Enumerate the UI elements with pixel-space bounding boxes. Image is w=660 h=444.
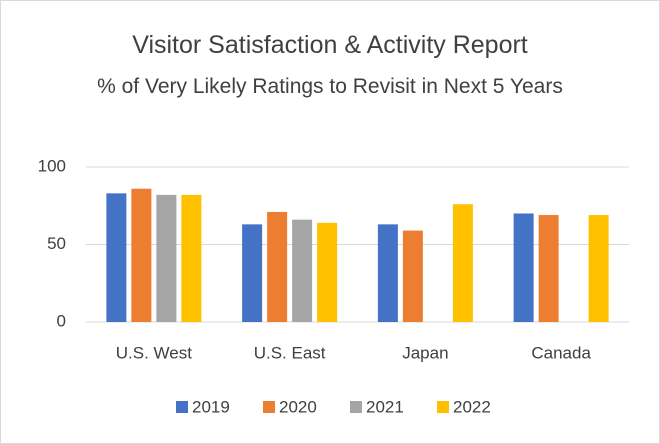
bar [131, 188, 152, 322]
bar [242, 224, 263, 322]
bar [317, 222, 338, 322]
bar [513, 213, 534, 322]
y-tick-label: 100 [38, 156, 66, 175]
bar [538, 215, 559, 322]
x-tick-label: Japan [402, 343, 448, 362]
chart-title: Visitor Satisfaction & Activity Report [132, 31, 528, 59]
legend-label: 2019 [192, 397, 230, 416]
x-tick-label: U.S. West [116, 343, 192, 362]
bar [377, 224, 398, 322]
y-tick-label: 0 [57, 311, 66, 330]
legend-label: 2022 [453, 397, 491, 416]
bar [402, 230, 423, 322]
legend-swatch [350, 401, 362, 413]
bar [156, 194, 177, 322]
legend-label: 2020 [279, 397, 317, 416]
legend-swatch [176, 401, 188, 413]
bar [267, 211, 288, 322]
chart-subtitle: % of Very Likely Ratings to Revisit in N… [97, 75, 563, 98]
legend-swatch [437, 401, 449, 413]
bar [292, 219, 313, 322]
x-tick-label: U.S. East [254, 343, 326, 362]
bar [106, 193, 127, 322]
y-tick-label: 50 [47, 234, 66, 253]
legend-label: 2021 [366, 397, 404, 416]
legend-swatch [263, 401, 275, 413]
bar [452, 204, 473, 322]
bar [588, 215, 609, 322]
x-tick-label: Canada [531, 343, 591, 362]
bar [181, 194, 202, 322]
